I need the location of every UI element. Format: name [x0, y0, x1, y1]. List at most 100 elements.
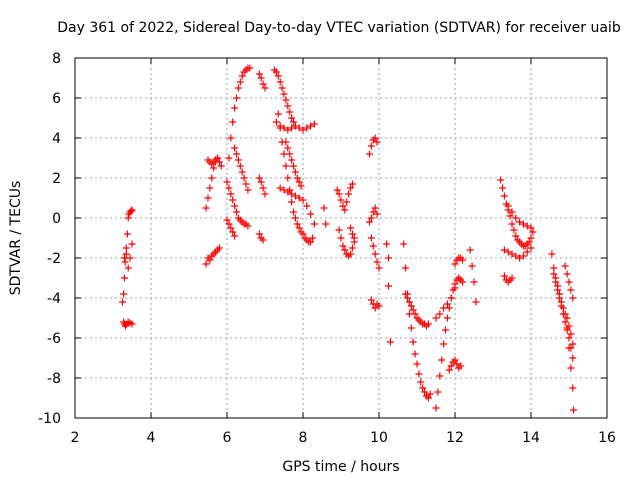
x-tick-label: 2: [71, 430, 80, 446]
data-point: [255, 70, 263, 78]
data-point: [348, 180, 356, 188]
data-point: [238, 72, 246, 80]
data-point: [299, 126, 307, 134]
data-point: [375, 264, 383, 272]
data-point: [223, 178, 231, 186]
series-s5: [202, 154, 221, 212]
data-point: [259, 236, 267, 244]
series-s31: [432, 274, 467, 412]
data-point: [223, 216, 231, 224]
data-point: [447, 294, 455, 302]
series-s8: [223, 178, 252, 230]
data-point: [119, 298, 126, 306]
data-point: [550, 270, 558, 278]
series-s30: [402, 290, 432, 330]
data-point: [128, 320, 136, 328]
y-tick-label: 4: [52, 131, 61, 147]
data-point: [567, 364, 575, 372]
data-point: [424, 394, 432, 402]
x-tick-label: 14: [522, 430, 540, 446]
series-s10: [223, 216, 239, 240]
series-s21: [335, 226, 358, 260]
data-point: [466, 246, 474, 254]
series-s19: [320, 204, 330, 228]
data-point: [402, 290, 410, 298]
data-point: [508, 274, 516, 282]
data-point: [343, 198, 351, 206]
data-point: [124, 264, 132, 272]
data-point: [404, 294, 411, 302]
data-point: [405, 298, 413, 306]
data-point: [299, 196, 307, 204]
data-point: [121, 258, 129, 266]
data-point: [206, 184, 214, 192]
y-tick-label: -2: [47, 251, 61, 267]
series-s22: [347, 224, 358, 246]
data-point: [120, 274, 128, 282]
data-point: [455, 274, 463, 282]
data-point: [561, 318, 569, 326]
x-tick-label: 6: [223, 430, 232, 446]
data-point: [290, 162, 297, 170]
data-point: [307, 238, 315, 246]
data-point: [255, 230, 263, 238]
data-point: [402, 264, 410, 272]
data-point: [257, 178, 265, 186]
data-point: [276, 124, 284, 132]
series-s14: [271, 66, 297, 126]
data-point: [278, 84, 286, 92]
data-point: [567, 330, 575, 338]
data-point: [385, 254, 392, 262]
x-tick-label: 12: [446, 430, 464, 446]
data-point: [527, 224, 535, 232]
data-point: [128, 240, 136, 248]
data-point: [527, 234, 535, 242]
data-point: [459, 278, 467, 286]
data-point: [417, 378, 425, 386]
data-point: [424, 320, 432, 328]
x-tick-label: 16: [598, 430, 616, 446]
data-point: [347, 184, 354, 192]
data-point: [225, 184, 233, 192]
data-point: [227, 224, 235, 232]
data-point: [284, 188, 292, 196]
data-point: [215, 244, 223, 252]
data-point: [337, 196, 345, 204]
series-s1: [119, 206, 136, 306]
data-point: [236, 162, 244, 170]
data-point: [442, 326, 449, 334]
series-s18: [282, 138, 305, 190]
data-point: [307, 122, 315, 130]
data-point: [499, 184, 506, 192]
series-s23: [366, 134, 381, 158]
data-point: [303, 124, 311, 132]
data-point: [206, 256, 214, 264]
data-point: [333, 186, 341, 194]
series-s13: [255, 230, 267, 244]
data-point: [525, 238, 533, 246]
data-point: [233, 208, 240, 216]
data-point: [295, 224, 303, 232]
data-point: [127, 207, 135, 215]
data-point: [309, 234, 316, 242]
data-point: [510, 226, 518, 234]
data-point: [337, 234, 345, 242]
series-s7: [225, 64, 254, 162]
data-point: [386, 338, 394, 346]
data-point: [288, 114, 296, 122]
data-point: [552, 278, 560, 286]
data-point: [371, 204, 379, 212]
plot-frame: [74, 57, 608, 419]
data-point: [297, 182, 305, 190]
y-tick-label: 0: [52, 211, 61, 227]
data-point: [411, 310, 419, 318]
data-point: [569, 294, 577, 302]
data-point: [385, 282, 392, 290]
data-point: [259, 184, 267, 192]
data-point: [322, 220, 330, 228]
data-point: [527, 244, 535, 252]
data-point: [523, 222, 531, 230]
data-point: [280, 186, 288, 194]
data-point: [208, 174, 216, 182]
data-point: [373, 210, 381, 218]
